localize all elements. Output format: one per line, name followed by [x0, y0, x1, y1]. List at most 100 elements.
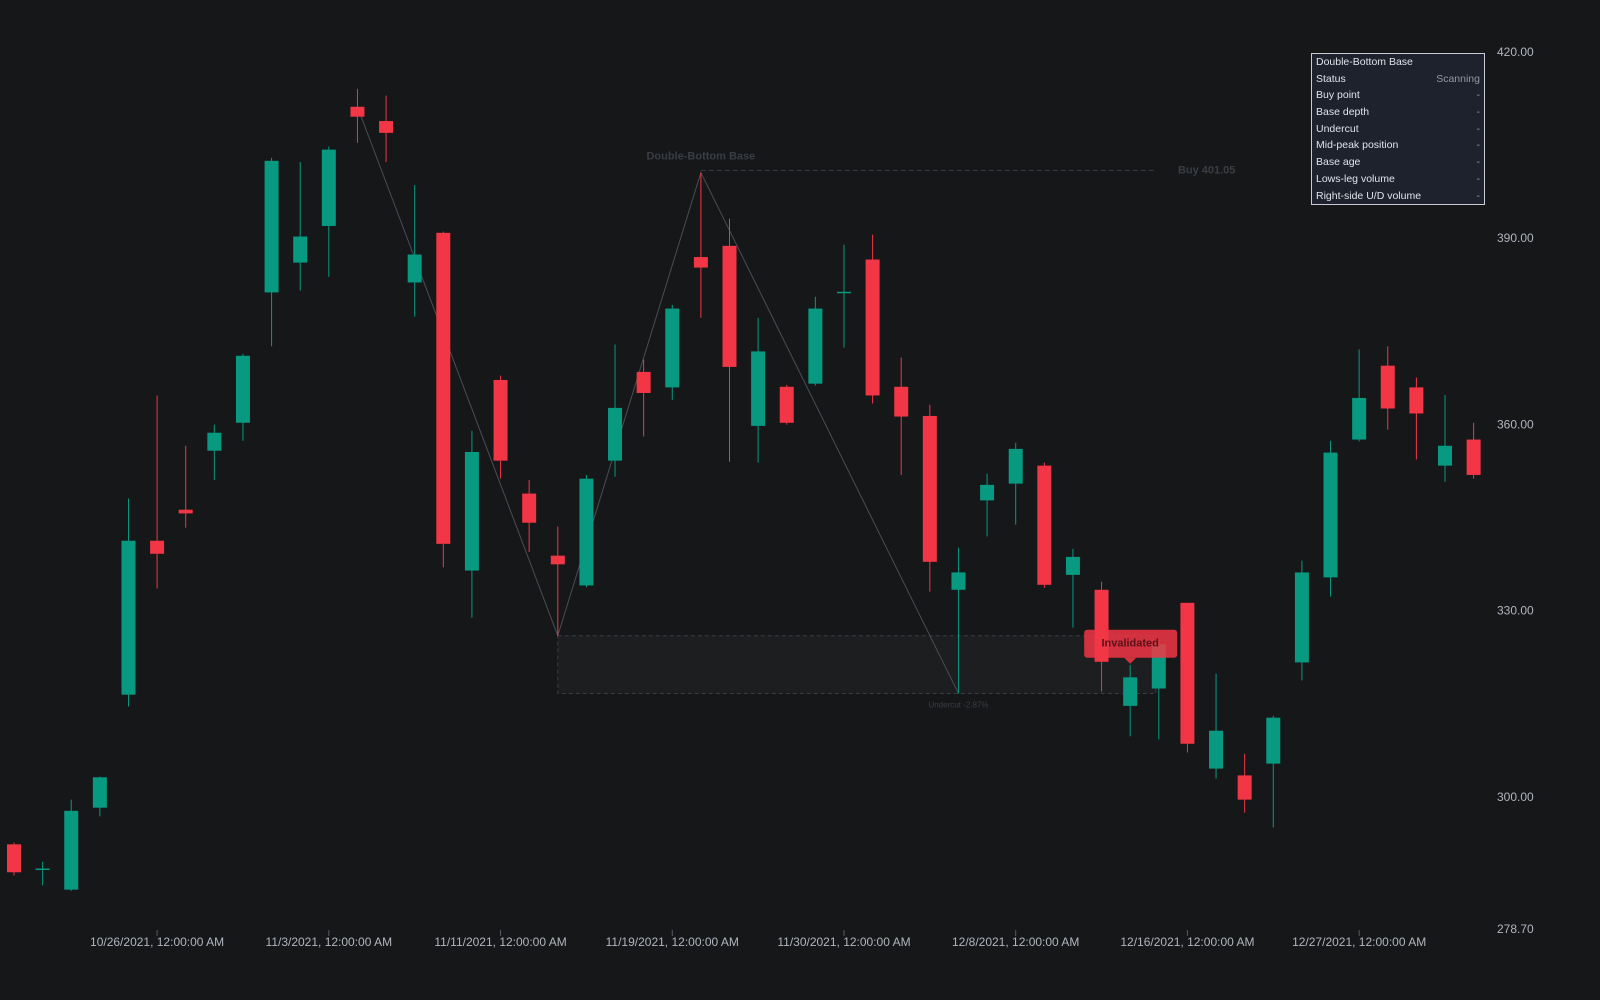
candle-body	[178, 509, 193, 514]
panel-value: -	[1476, 139, 1481, 152]
candle-body	[1008, 448, 1023, 484]
candle-body	[436, 232, 451, 544]
panel-label: Lows-leg volume	[1316, 172, 1395, 185]
panel-label: Status	[1316, 72, 1346, 85]
badge-text: Invalidated	[1101, 638, 1158, 650]
panel-value: -	[1476, 156, 1481, 169]
candle-body	[722, 245, 737, 367]
candle-body	[779, 386, 794, 423]
panel-row: Base age -	[1312, 154, 1484, 171]
candle-body	[1237, 775, 1252, 800]
panel-label: Right-side U/D volume	[1316, 189, 1422, 202]
y-tick-label: 360.00	[1497, 417, 1534, 431]
x-tick-label: 12/16/2021, 12:00:00 AM	[1120, 935, 1254, 949]
candle-body	[980, 484, 995, 501]
y-tick-label: 390.00	[1497, 231, 1534, 245]
candle-body	[894, 386, 909, 417]
candle-body	[665, 308, 680, 388]
candle-body	[1065, 556, 1080, 575]
candle-body	[321, 149, 336, 226]
panel-label: Buy point	[1316, 89, 1360, 102]
candle-body	[836, 291, 851, 294]
candle-body	[951, 572, 966, 590]
zigzag	[356, 106, 959, 694]
candle-body	[150, 540, 165, 554]
panel-value: -	[1476, 122, 1481, 135]
candle-body	[379, 121, 394, 133]
candle-body	[1294, 572, 1309, 663]
x-tick-label: 11/11/2021, 12:00:00 AM	[434, 935, 566, 949]
panel-row: Mid-peak position -	[1312, 137, 1484, 154]
panel-value: Scanning	[1436, 72, 1480, 85]
candle-body	[922, 415, 937, 562]
panel-value: -	[1476, 172, 1481, 185]
panel-row: Buy point -	[1312, 87, 1484, 104]
y-tick-label: 420.00	[1497, 45, 1534, 59]
candle-body	[1266, 717, 1281, 764]
info-panel: Double-Bottom Base Status Scanning Buy poi…	[1311, 53, 1485, 206]
candle-body	[64, 810, 79, 890]
panel-value: -	[1476, 189, 1481, 202]
status-badge: Invalidated	[1084, 629, 1178, 664]
candle-body	[865, 259, 880, 396]
buy-label: Buy 401.05	[1178, 164, 1235, 176]
panel-label: Base age	[1316, 156, 1361, 169]
candle-body	[264, 160, 279, 293]
candle-body	[207, 432, 222, 451]
candle-body	[693, 257, 708, 268]
candle-body	[35, 868, 50, 871]
panel-value: -	[1476, 106, 1481, 119]
candle-body	[7, 844, 21, 873]
candle-body	[464, 451, 479, 571]
candle-body	[808, 308, 823, 384]
pattern-label: Double-Bottom Base	[646, 150, 755, 162]
candle-body	[493, 379, 508, 461]
candle-body	[608, 407, 623, 461]
candle-body	[550, 555, 565, 565]
panel-value: -	[1476, 89, 1481, 102]
y-tick-label: 300.00	[1497, 790, 1534, 804]
candle-body	[1209, 730, 1224, 769]
x-tick-label: 12/8/2021, 12:00:00 AM	[952, 935, 1079, 949]
candle-body	[293, 236, 308, 263]
candle-body	[407, 254, 422, 283]
base-box	[557, 635, 1157, 694]
candle-body	[235, 355, 250, 423]
panel-row: Right-side U/D volume -	[1312, 188, 1484, 205]
candle-body	[636, 371, 651, 393]
panel-title: Double-Bottom Base	[1316, 56, 1413, 68]
panel-row: Base depth -	[1312, 104, 1484, 121]
x-tick-label: 11/30/2021, 12:00:00 AM	[777, 935, 910, 949]
candle-body	[1037, 465, 1052, 585]
candle-body	[751, 351, 766, 426]
candle-body	[1466, 439, 1481, 475]
panel-row: Status Scanning	[1312, 71, 1484, 88]
candle-body	[1123, 677, 1138, 706]
candle-body	[522, 493, 537, 523]
candle-body	[1180, 602, 1195, 744]
candle-body	[1323, 452, 1338, 578]
badge-box	[1084, 629, 1178, 658]
badge-pointer	[1124, 657, 1137, 664]
x-tick-label: 10/26/2021, 12:00:00 AM	[90, 935, 224, 949]
x-tick-label: 11/19/2021, 12:00:00 AM	[606, 935, 739, 949]
panel-label: Mid-peak position	[1316, 139, 1399, 152]
panel-label: Undercut	[1316, 122, 1359, 135]
candle-body	[1380, 365, 1395, 409]
x-tick-label: 12/27/2021, 12:00:00 AM	[1292, 935, 1426, 949]
candle-body	[92, 777, 107, 808]
x-tick-label: 11/3/2021, 12:00:00 AM	[266, 935, 393, 949]
panel-label: Base depth	[1316, 106, 1370, 119]
y-tick-label: 278.70	[1497, 922, 1534, 936]
candle-body	[1438, 445, 1452, 466]
candle-body	[121, 540, 136, 695]
candle-body	[1409, 387, 1424, 414]
candle-body	[1352, 397, 1367, 440]
candle-body	[350, 106, 365, 117]
panel-row: Undercut -	[1312, 121, 1484, 138]
candle-body	[579, 478, 594, 586]
y-tick-label: 330.00	[1497, 604, 1534, 618]
undercut-label: Undercut -2.87%	[928, 701, 988, 710]
panel-row: Lows-leg volume -	[1312, 171, 1484, 188]
